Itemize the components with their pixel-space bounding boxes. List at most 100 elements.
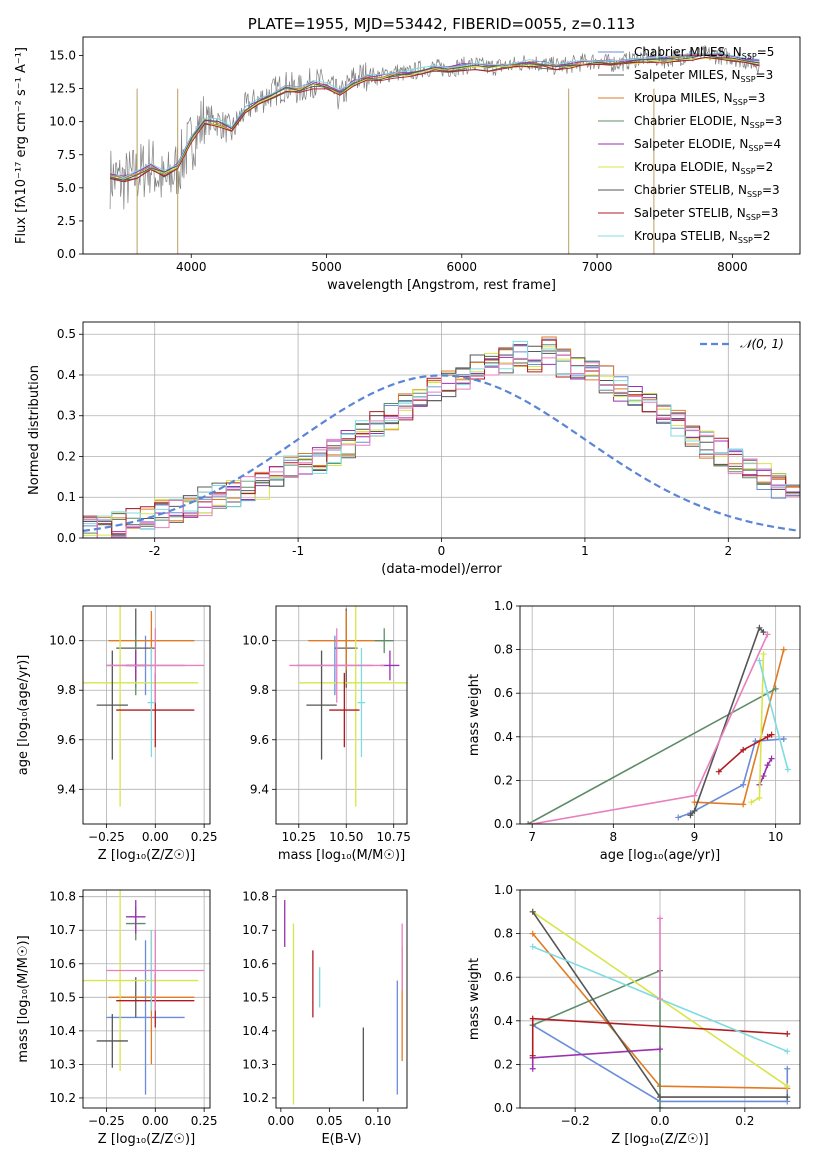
y-tick-label: 10.2: [49, 1091, 76, 1105]
data-point: [529, 821, 536, 824]
errorbar-plot: [289, 606, 407, 807]
errorbar: [83, 890, 199, 1072]
histogram-plot: [83, 336, 800, 538]
mass-vs-Z-axes: −0.25 0.00 0.25 10.2 10.3 10.4 10.5 10.6 10.7 10.…: [16, 889, 217, 1147]
y-tick-label: 0.0: [494, 817, 513, 831]
y-tick-label: 0.4: [57, 368, 76, 382]
x-axis-label: Z [log₁₀(Z/Z☉)]: [98, 1132, 195, 1147]
legend-entry: Salpeter ELODIE, NSSP=4: [634, 137, 781, 153]
y-tick-label: 0.8: [494, 643, 513, 657]
y-tick-label: 0.2: [57, 449, 76, 463]
y-tick-label: 9.8: [250, 683, 269, 697]
y-tick-label: 0.4: [494, 730, 513, 744]
axes-frame: [519, 889, 801, 1109]
spectrum-plot: [109, 44, 760, 254]
y-tick-label: 5.0: [57, 181, 76, 195]
x-tick-label: 1: [581, 544, 589, 558]
weight-line: [527, 688, 777, 824]
x-tick-label: 0.2: [735, 1114, 754, 1128]
data-point: [780, 646, 787, 653]
data-point: [764, 733, 771, 740]
data-point: [657, 1046, 663, 1053]
x-tick-label: 0: [438, 544, 446, 558]
data-point: [525, 821, 532, 824]
errorbar: [106, 930, 205, 1011]
x-tick-label: 6000: [447, 260, 478, 274]
y-axis-label: Normed distribution: [27, 365, 42, 495]
data-point: [780, 735, 787, 742]
legend-entry: Salpeter STELIB, NSSP=3: [634, 206, 778, 222]
x-tick-label: 0.10: [365, 1114, 392, 1128]
errorbar: [308, 610, 385, 671]
legend-entry: Chabrier MILES, NSSP=5: [634, 45, 774, 61]
x-tick-label: 9: [691, 830, 699, 844]
y-tick-label: 10.7: [242, 923, 269, 937]
y-tick-label: 10.6: [49, 957, 76, 971]
legend-entry: Chabrier STELIB, NSSP=3: [634, 183, 780, 199]
age-vs-Z-axes: −0.25 0.00 0.25 9.4 9.6 9.8 10.0 Z [log₁₀(Z/Z☉)…: [16, 605, 217, 863]
data-point: [529, 1015, 536, 1022]
data-point: [784, 1065, 791, 1072]
legend-entry: Kroupa MILES, NSSP=3: [634, 91, 765, 107]
data-point: [691, 792, 698, 799]
model-line: [109, 54, 760, 181]
data-point: [764, 762, 771, 769]
data-point: [764, 631, 771, 638]
axes-frame: [275, 889, 408, 1109]
errorbar-plot: [284, 900, 403, 1105]
data-point: [529, 1065, 536, 1072]
axes-frame: [82, 605, 211, 825]
data-point: [740, 781, 747, 788]
axes-frame: [82, 321, 801, 539]
x-tick-label: 5000: [311, 260, 342, 274]
y-tick-label: 10.8: [49, 890, 76, 904]
weight-line: [694, 649, 785, 806]
model-line: [109, 57, 760, 180]
x-tick-label: −0.2: [561, 1114, 590, 1128]
data-point: [768, 731, 775, 738]
errorbar: [125, 900, 146, 934]
data-point: [529, 908, 536, 915]
y-tick-label: 15.0: [49, 49, 76, 63]
y-tick-label: 10.5: [49, 990, 76, 1004]
y-tick-label: 12.5: [49, 82, 76, 96]
y-tick-label: 0.2: [494, 1057, 513, 1071]
y-tick-label: 10.6: [242, 957, 269, 971]
x-tick-label: 0.0: [650, 1114, 669, 1128]
y-tick-label: 7.5: [57, 148, 76, 162]
weight-line: [532, 634, 769, 824]
data-point: [760, 650, 767, 657]
weight-vs-age-axes: 7 8 9 10 0.0 0.2 0.4 0.6 0.8 1.0 age [log₁₀(age/yr…: [467, 599, 801, 863]
x-tick-label: -1: [292, 544, 304, 558]
spectrum-axes: 4000 5000 6000 7000 8000 0.0 2.5 5.0 7.5 10.0 12.5…: [14, 15, 801, 293]
data-point: [764, 690, 771, 697]
data-point: [675, 814, 682, 821]
data-point: [784, 766, 791, 773]
data-point: [756, 624, 763, 631]
y-tick-label: 0.1: [57, 490, 76, 504]
y-axis-label: mass [log₁₀(M/M☉)]: [16, 935, 31, 1062]
x-tick-label: -2: [149, 544, 161, 558]
y-tick-label: 9.8: [57, 683, 76, 697]
weight-line: [758, 660, 789, 770]
weight-line: [689, 626, 765, 816]
errorbar: [298, 606, 407, 807]
data-point: [657, 996, 663, 1002]
y-axis-label: age [log₁₀(age/yr)]: [16, 655, 31, 776]
legend-entry: Kroupa STELIB, NSSP=2: [634, 229, 771, 245]
data-point: [529, 1052, 536, 1059]
weight-line: [677, 738, 784, 819]
errorbar: [106, 628, 205, 703]
data-point: [760, 773, 767, 780]
y-tick-label: 0.3: [57, 409, 76, 423]
y-tick-label: 10.3: [242, 1057, 269, 1071]
weight-line: [531, 1048, 661, 1069]
model-line: [109, 52, 760, 178]
legend-entry: Salpeter MILES, NSSP=3: [634, 68, 773, 84]
y-tick-label: 10.8: [242, 890, 269, 904]
axes-frame: [82, 36, 801, 255]
data-point: [756, 657, 763, 664]
y-tick-label: 10.2: [242, 1091, 269, 1105]
y-tick-label: 0.6: [494, 970, 513, 984]
y-tick-label: 0.0: [57, 247, 76, 261]
